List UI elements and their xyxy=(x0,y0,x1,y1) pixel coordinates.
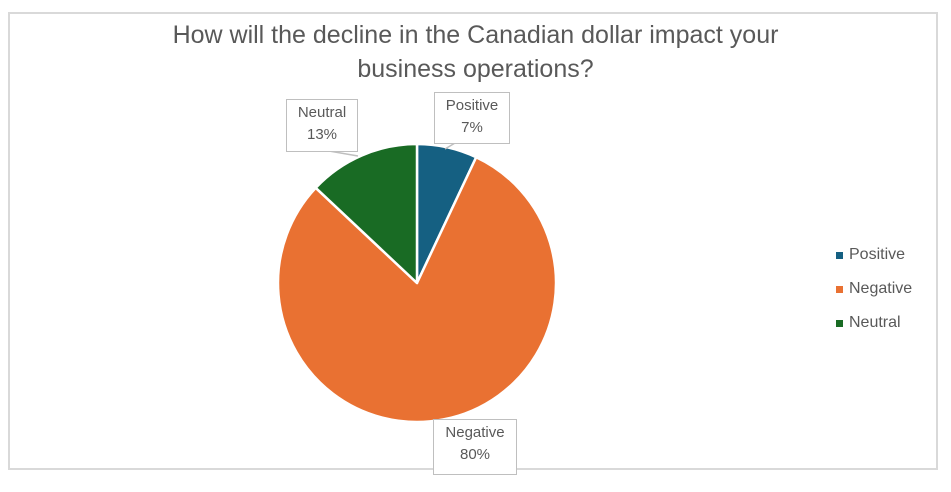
legend-swatch-positive xyxy=(836,251,843,259)
legend-item-neutral: Neutral xyxy=(836,306,912,340)
legend-label-negative: Negative xyxy=(849,280,913,297)
leader-line-positive xyxy=(444,142,456,150)
legend-label-positive: Positive xyxy=(849,246,906,263)
data-label-neutral: Neutral 13% xyxy=(286,99,358,152)
data-label-positive-name: Positive xyxy=(445,97,499,114)
data-label-positive-value: 7% xyxy=(461,119,483,136)
legend-swatch-neutral xyxy=(836,319,843,327)
legend: Positive Negative Neutral xyxy=(836,238,912,340)
legend-label-neutral: Neutral xyxy=(849,314,901,331)
pie-slice-neutral xyxy=(314,142,419,285)
data-label-negative: Negative 80% xyxy=(433,419,517,475)
data-label-negative-value: 80% xyxy=(459,446,491,463)
data-label-positive: Positive 7% xyxy=(434,92,510,144)
data-label-neutral-value: 13% xyxy=(306,126,338,143)
data-label-negative-name: Negative xyxy=(445,424,505,441)
chart-title-line-2: business operations? xyxy=(357,55,594,83)
chart-title-line-1: How will the decline in the Canadian dol… xyxy=(172,21,779,49)
chart-title: How will the decline in the Canadian dol… xyxy=(0,18,951,86)
legend-swatch-negative xyxy=(836,285,843,293)
legend-item-positive: Positive xyxy=(836,238,912,272)
data-label-neutral-name: Neutral xyxy=(297,104,347,121)
legend-item-negative: Negative xyxy=(836,272,912,306)
